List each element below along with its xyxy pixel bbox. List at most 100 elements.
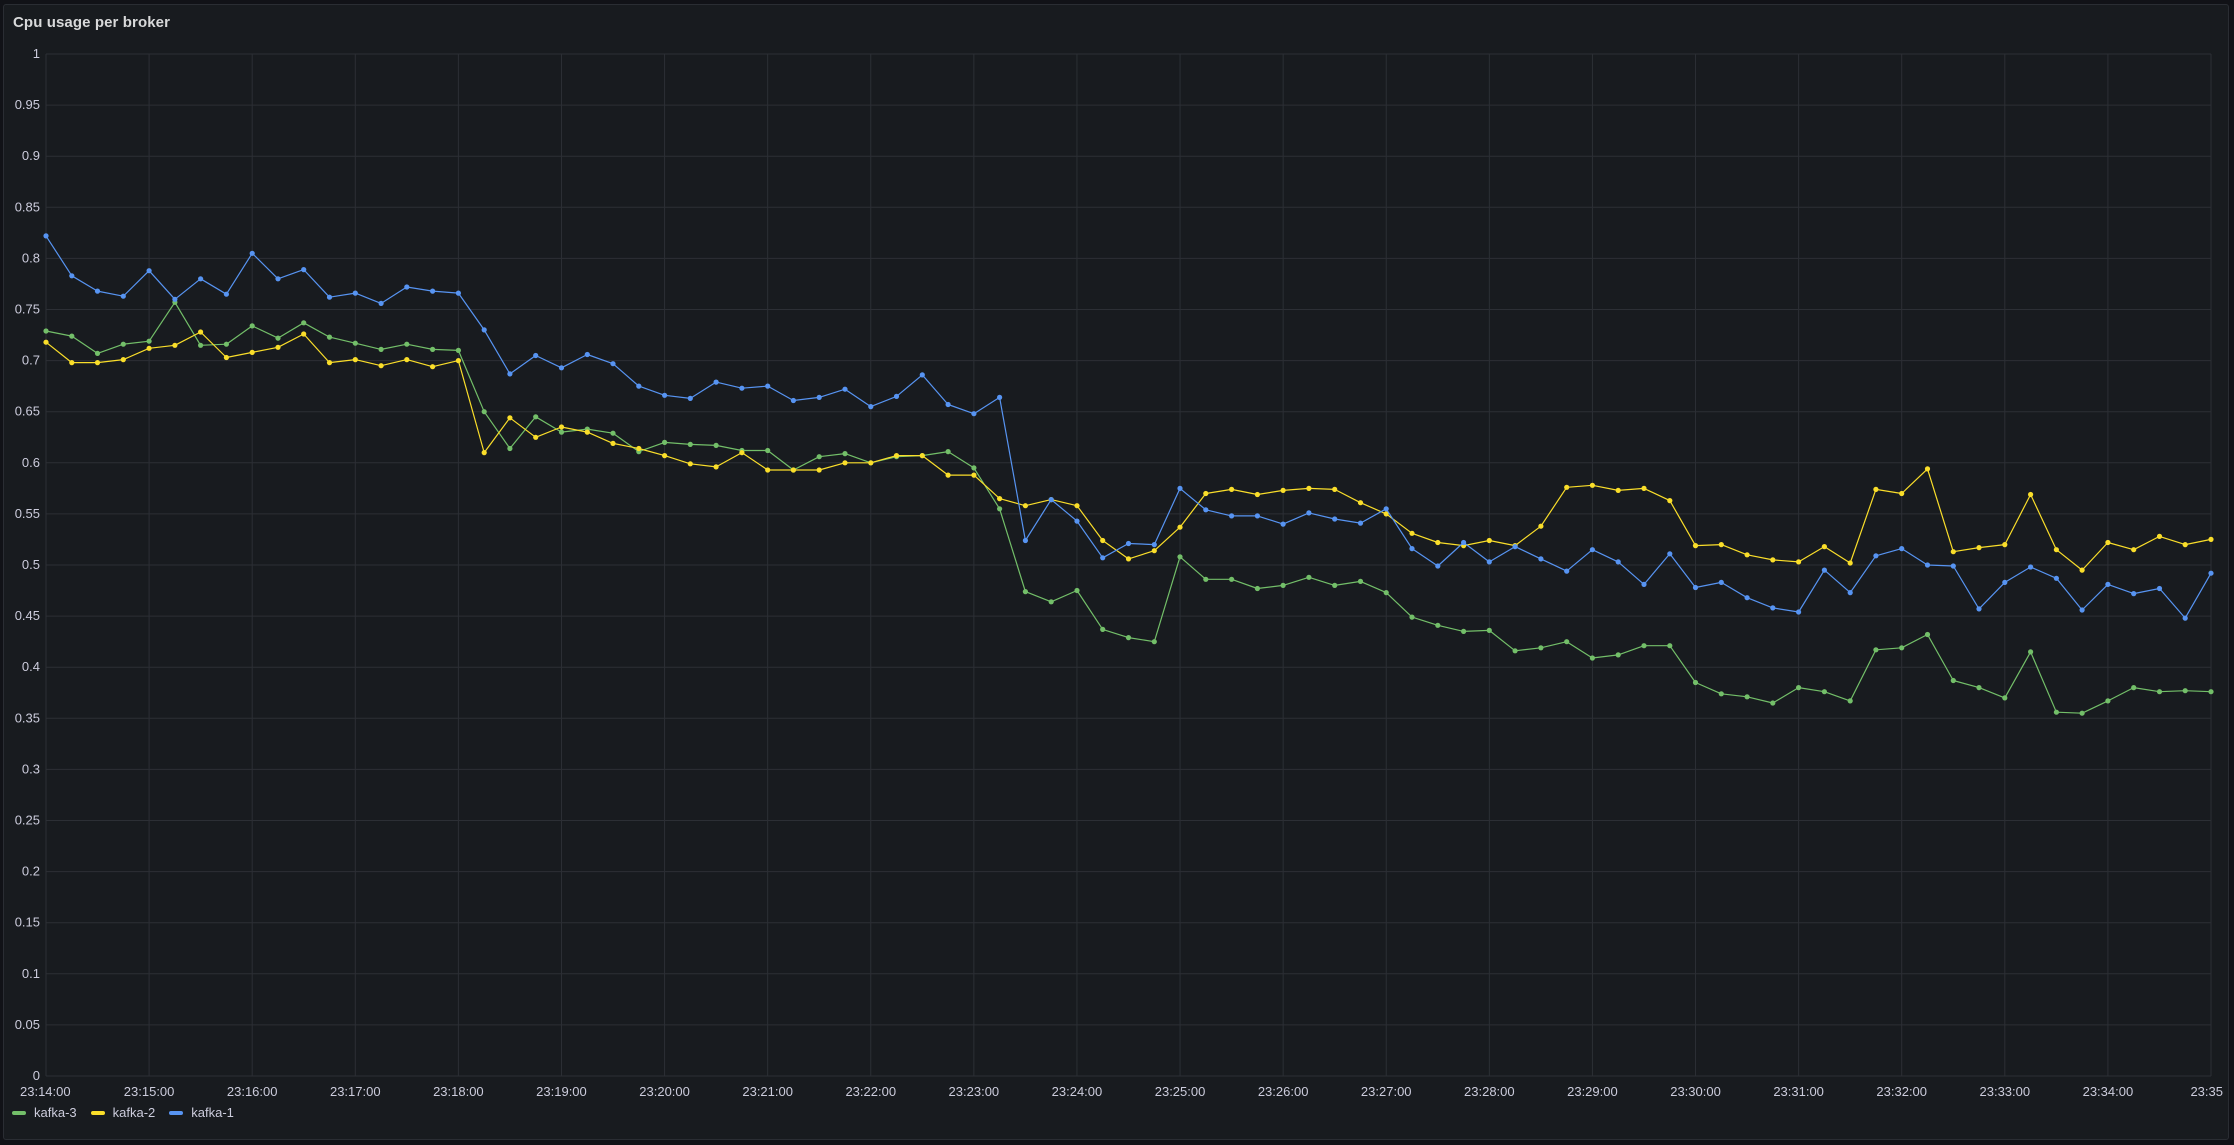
data-point-kafka-2[interactable] [352, 357, 358, 363]
data-point-kafka-2[interactable] [120, 357, 126, 363]
data-point-kafka-3[interactable] [1512, 648, 1518, 654]
data-point-kafka-3[interactable] [2028, 649, 2034, 655]
data-point-kafka-3[interactable] [1461, 628, 1467, 635]
data-point-kafka-3[interactable] [198, 342, 204, 348]
data-point-kafka-1[interactable] [1512, 544, 1518, 550]
data-point-kafka-1[interactable] [1847, 590, 1853, 596]
data-point-kafka-1[interactable] [1048, 497, 1054, 503]
data-point-kafka-3[interactable] [1409, 614, 1415, 620]
data-point-kafka-2[interactable] [1873, 486, 1879, 492]
series-line-kafka-3[interactable] [45, 301, 2212, 714]
data-point-kafka-2[interactable] [2002, 542, 2008, 548]
data-point-kafka-3[interactable] [1100, 626, 1106, 633]
data-point-kafka-1[interactable] [893, 393, 900, 399]
data-point-kafka-1[interactable] [790, 397, 797, 404]
data-point-kafka-1[interactable] [1538, 556, 1544, 562]
data-point-kafka-2[interactable] [610, 440, 616, 446]
data-point-kafka-1[interactable] [1125, 540, 1132, 547]
data-point-kafka-3[interactable] [1332, 582, 1338, 589]
data-point-kafka-3[interactable] [146, 338, 152, 344]
data-point-kafka-2[interactable] [1409, 530, 1415, 536]
data-point-kafka-2[interactable] [945, 472, 951, 478]
data-point-kafka-1[interactable] [1796, 609, 1802, 615]
data-point-kafka-2[interactable] [1770, 557, 1776, 563]
data-point-kafka-3[interactable] [1692, 679, 1699, 686]
data-point-kafka-1[interactable] [1641, 581, 1647, 588]
data-point-kafka-2[interactable] [2053, 547, 2059, 553]
data-point-kafka-2[interactable] [378, 363, 384, 369]
data-point-kafka-2[interactable] [2131, 547, 2137, 553]
data-point-kafka-2[interactable] [1564, 484, 1570, 490]
data-point-kafka-1[interactable] [69, 273, 75, 279]
data-point-kafka-3[interactable] [842, 451, 848, 457]
data-point-kafka-2[interactable] [739, 450, 745, 456]
data-point-kafka-2[interactable] [584, 429, 590, 435]
data-point-kafka-2[interactable] [1100, 537, 1106, 544]
data-point-kafka-2[interactable] [1924, 466, 1931, 472]
data-point-kafka-3[interactable] [404, 341, 410, 347]
data-point-kafka-2[interactable] [1899, 490, 1905, 497]
data-point-kafka-3[interactable] [1641, 643, 1647, 649]
data-point-kafka-1[interactable] [2156, 585, 2163, 592]
data-point-kafka-3[interactable] [1744, 694, 1750, 700]
data-point-kafka-1[interactable] [1229, 513, 1235, 519]
data-point-kafka-1[interactable] [636, 383, 642, 389]
data-point-kafka-3[interactable] [1950, 677, 1956, 684]
data-point-kafka-1[interactable] [2079, 607, 2085, 613]
data-point-kafka-1[interactable] [1435, 563, 1441, 569]
data-point-kafka-2[interactable] [1435, 539, 1441, 546]
data-point-kafka-1[interactable] [1873, 553, 1879, 559]
data-point-kafka-1[interactable] [301, 267, 307, 273]
data-point-kafka-3[interactable] [713, 442, 719, 448]
data-point-kafka-1[interactable] [94, 288, 101, 294]
data-point-kafka-1[interactable] [1177, 485, 1183, 491]
data-point-kafka-2[interactable] [1589, 482, 1595, 488]
data-point-kafka-2[interactable] [146, 345, 152, 351]
data-point-kafka-2[interactable] [455, 358, 461, 364]
legend-item-kafka-2[interactable]: kafka-2 [90, 1105, 155, 1120]
data-point-kafka-3[interactable] [1357, 578, 1364, 585]
data-point-kafka-2[interactable] [1538, 523, 1544, 529]
data-point-kafka-2[interactable] [662, 453, 668, 459]
data-point-kafka-2[interactable] [326, 360, 333, 366]
data-point-kafka-2[interactable] [507, 415, 513, 421]
data-point-kafka-3[interactable] [301, 320, 307, 326]
data-point-kafka-2[interactable] [404, 357, 410, 363]
data-point-kafka-1[interactable] [352, 290, 358, 296]
data-point-kafka-1[interactable] [1486, 559, 1492, 565]
data-point-kafka-1[interactable] [1332, 516, 1338, 522]
data-point-kafka-3[interactable] [94, 350, 101, 356]
data-point-kafka-3[interactable] [1538, 645, 1544, 651]
data-point-kafka-3[interactable] [481, 409, 487, 415]
data-point-kafka-3[interactable] [1229, 576, 1235, 582]
data-point-kafka-2[interactable] [2079, 567, 2085, 573]
data-point-kafka-3[interactable] [1796, 685, 1802, 691]
data-point-kafka-3[interactable] [1589, 655, 1595, 661]
data-point-kafka-2[interactable] [1332, 486, 1338, 492]
data-point-kafka-3[interactable] [816, 454, 822, 460]
data-point-kafka-2[interactable] [842, 460, 848, 466]
data-point-kafka-1[interactable] [172, 296, 178, 302]
data-point-kafka-1[interactable] [1280, 521, 1286, 527]
data-point-kafka-1[interactable] [43, 233, 49, 239]
data-point-kafka-3[interactable] [1924, 631, 1931, 638]
data-point-kafka-1[interactable] [1615, 559, 1621, 565]
data-point-kafka-1[interactable] [2105, 581, 2111, 588]
data-point-kafka-2[interactable] [1615, 487, 1621, 493]
data-point-kafka-1[interactable] [2131, 591, 2137, 597]
data-point-kafka-1[interactable] [1074, 518, 1080, 524]
data-point-kafka-2[interactable] [713, 464, 719, 470]
data-point-kafka-2[interactable] [301, 331, 307, 337]
data-point-kafka-3[interactable] [1306, 574, 1312, 580]
data-point-kafka-3[interactable] [1718, 691, 1724, 697]
data-point-kafka-1[interactable] [1100, 555, 1106, 561]
data-point-kafka-1[interactable] [481, 327, 487, 333]
data-point-kafka-2[interactable] [43, 339, 49, 345]
data-point-kafka-1[interactable] [198, 276, 204, 282]
data-point-kafka-2[interactable] [1074, 503, 1080, 509]
data-point-kafka-1[interactable] [1306, 510, 1312, 516]
data-point-kafka-2[interactable] [1692, 543, 1699, 549]
data-point-kafka-2[interactable] [816, 467, 822, 473]
data-point-kafka-2[interactable] [2156, 533, 2163, 540]
data-point-kafka-2[interactable] [1022, 503, 1028, 509]
